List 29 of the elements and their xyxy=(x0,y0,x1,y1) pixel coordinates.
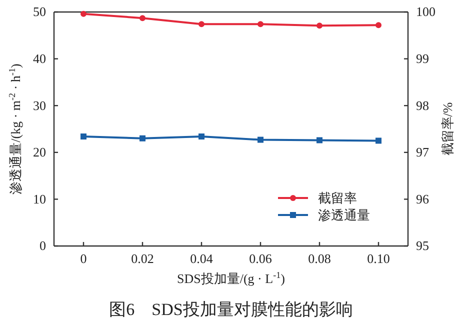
x-tick-label: 0.06 xyxy=(249,251,272,266)
point xyxy=(316,22,322,29)
y2-tick-label: 96 xyxy=(416,191,430,206)
point xyxy=(198,21,204,28)
y2-tick-label: 97 xyxy=(416,144,430,160)
legend-label: 截留率 xyxy=(318,190,357,206)
point xyxy=(80,10,86,17)
x-axis-title: SDS投加量/(g · L$^{-1}$) xyxy=(177,270,285,286)
y2-tick-label: 100 xyxy=(416,4,436,20)
y2-tick-label: 95 xyxy=(416,238,429,254)
y2-tick-label: 98 xyxy=(416,98,429,113)
point xyxy=(140,15,146,22)
x-tick-label: 0.04 xyxy=(190,251,214,266)
point xyxy=(376,22,382,28)
y-tick-label: 30 xyxy=(33,98,46,113)
y-tick-label: 10 xyxy=(33,191,46,206)
text: 图6 SDS投加量对膜性能的影响 xyxy=(109,300,353,319)
x-tick-label: 0.10 xyxy=(367,251,390,266)
y2-tick-label: 99 xyxy=(416,50,429,66)
point xyxy=(258,21,264,28)
y-tick-label: 20 xyxy=(33,144,46,160)
x-tick-label: 0.02 xyxy=(131,251,154,266)
x-tick-label: 0.08 xyxy=(308,251,331,266)
y-tick-label: 50 xyxy=(33,4,46,20)
y-tick-label: 0 xyxy=(40,238,46,254)
x-tick-label: 0 xyxy=(80,251,87,266)
y2-axis-title: 截留率/% xyxy=(440,102,455,156)
y-tick-label: 40 xyxy=(33,50,46,66)
legend-label: 渗透通量 xyxy=(318,208,370,223)
